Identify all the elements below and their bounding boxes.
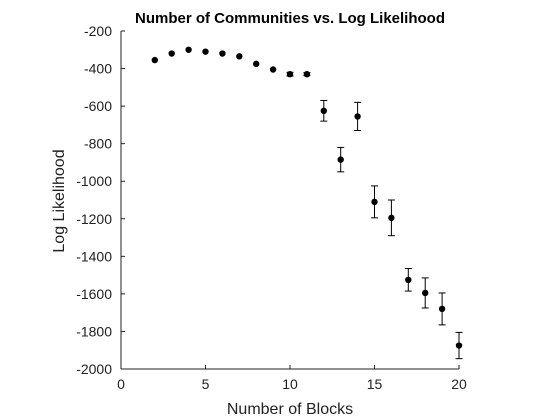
y-tick-label: -800 [84, 136, 112, 152]
data-point [388, 215, 394, 221]
data-point [236, 53, 242, 59]
x-tick-label: 10 [282, 376, 298, 392]
x-tick-label: 20 [451, 376, 467, 392]
data-point [456, 342, 462, 348]
data-point [287, 71, 293, 77]
data-point [405, 277, 411, 283]
data-point [152, 57, 158, 63]
y-tick-label: -1000 [76, 173, 112, 189]
y-tick-label: -200 [84, 23, 112, 39]
y-tick-label: -1400 [76, 248, 112, 264]
data-point [371, 199, 377, 205]
data-point [338, 156, 344, 162]
y-tick-label: -400 [84, 61, 112, 77]
data-point [270, 66, 276, 72]
x-tick-label: 5 [202, 376, 210, 392]
data-point [185, 47, 191, 53]
y-tick-label: -2000 [76, 361, 112, 377]
data-point [354, 113, 360, 119]
data-point [253, 61, 259, 67]
plot-marks [152, 47, 463, 359]
y-axis-label: Log Likelihood [51, 149, 68, 252]
y-tick-label: -1200 [76, 211, 112, 227]
plot-axes: 0 5 10 15 20 -2000 -1800 -1600 -1400 -1200 -1000 -8… [76, 23, 467, 392]
data-point [219, 50, 225, 56]
x-tick-label: 15 [367, 376, 383, 392]
data-point [304, 71, 310, 77]
y-tick-label: -600 [84, 98, 112, 114]
chart-title: Number of Communities vs. Log Likelihood [135, 10, 445, 27]
y-tick-label: -1800 [76, 323, 112, 339]
data-point [169, 50, 175, 56]
data-point [422, 290, 428, 296]
y-tick-label: -1600 [76, 286, 112, 302]
x-tick-label: 0 [117, 376, 125, 392]
data-point [439, 306, 445, 312]
data-point [321, 108, 327, 114]
x-axis-label: Number of Blocks [227, 401, 353, 418]
data-point [202, 48, 208, 54]
